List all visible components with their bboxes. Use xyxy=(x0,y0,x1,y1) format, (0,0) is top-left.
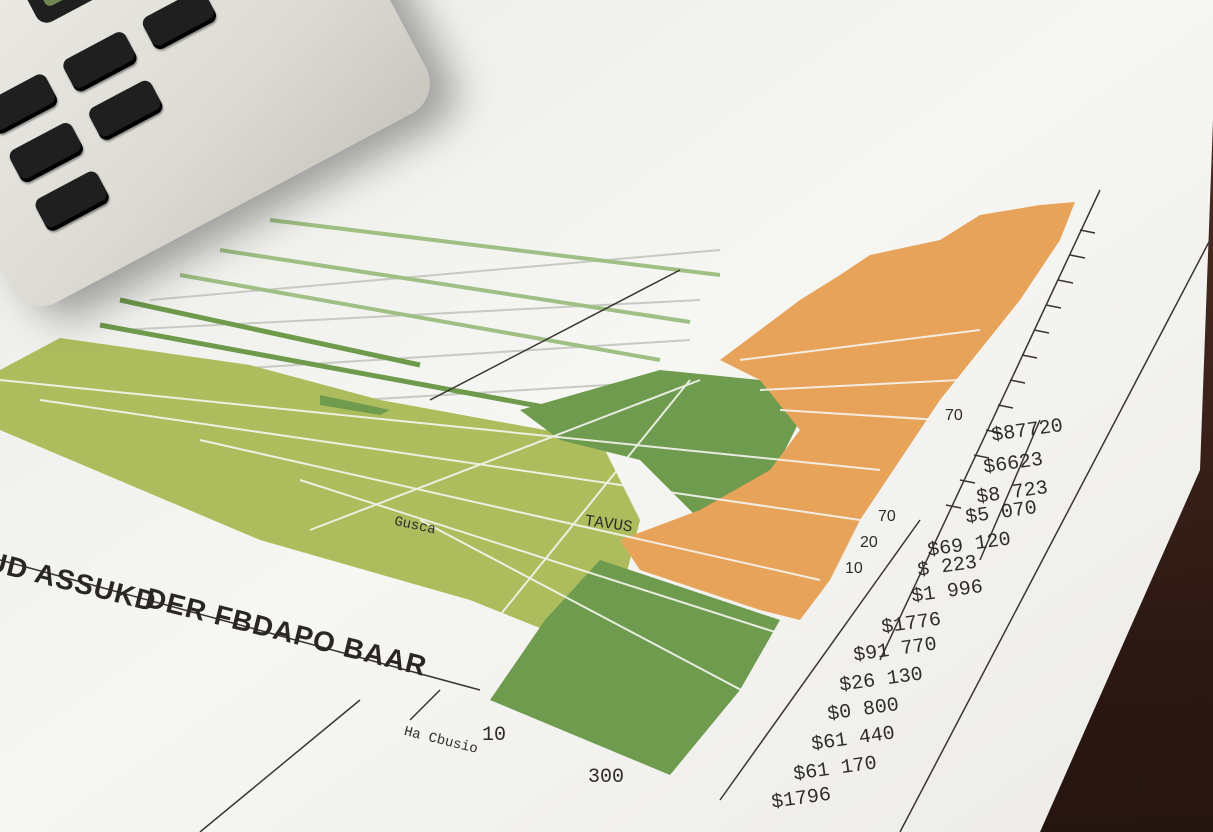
orange-area xyxy=(620,202,1075,620)
axis-tick-number: 20 xyxy=(860,534,878,551)
calculator-screen xyxy=(0,0,272,27)
green-block-upper xyxy=(520,370,800,520)
axis-tick-number: 10 xyxy=(845,560,863,577)
axis-lines xyxy=(0,189,1211,832)
axis-tick-number: 70 xyxy=(878,508,896,525)
calculator-key xyxy=(32,168,112,234)
bottom-value-label: 300 xyxy=(588,766,625,789)
bar-gridlines xyxy=(0,329,981,701)
bottom-tick-label: 10 xyxy=(482,724,507,747)
calculator-key xyxy=(6,120,86,185)
green-block-lower xyxy=(490,560,780,775)
lime-area xyxy=(0,338,640,640)
axis-ticks xyxy=(945,229,1096,509)
calculator-key xyxy=(0,71,60,137)
green-sliver xyxy=(320,395,390,415)
calculator-key xyxy=(86,77,166,143)
calculator-key xyxy=(140,0,219,52)
calculator-display xyxy=(17,0,251,8)
pale-green-lines xyxy=(179,218,721,362)
calculator-key xyxy=(60,29,140,95)
axis-tick-number: 70 xyxy=(945,407,963,424)
dark-green-lines xyxy=(99,297,561,413)
